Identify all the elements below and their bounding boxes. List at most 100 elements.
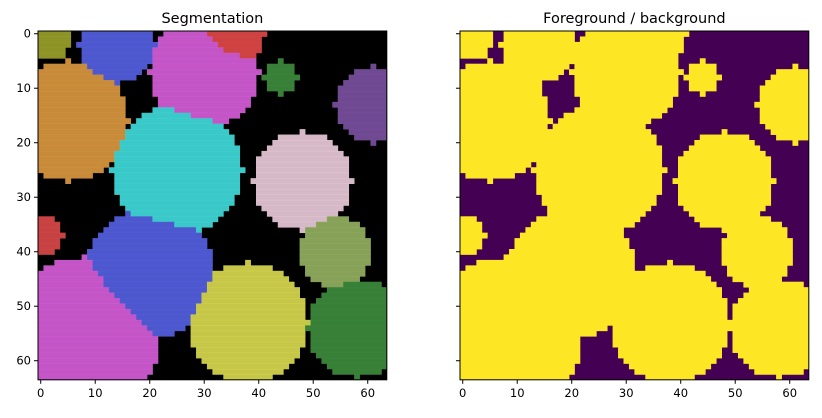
segment-cell bbox=[337, 112, 388, 119]
foreground-cell bbox=[694, 140, 755, 146]
segment-cell bbox=[201, 292, 300, 299]
foreground-cell bbox=[612, 341, 728, 348]
foreground-cell bbox=[514, 243, 630, 250]
foreground-cell bbox=[688, 210, 761, 217]
segment-cell bbox=[305, 325, 388, 332]
foreground-cell bbox=[460, 96, 548, 103]
segment-cell bbox=[310, 308, 388, 315]
segment-cell bbox=[141, 112, 191, 119]
foreground-cell bbox=[574, 63, 679, 70]
foreground-cell bbox=[645, 265, 695, 272]
foreground-cell bbox=[759, 112, 810, 119]
segment-cell bbox=[125, 129, 230, 135]
segment-cell bbox=[125, 303, 197, 310]
segment-cell bbox=[38, 308, 132, 315]
x-tick-label: 20 bbox=[564, 386, 579, 400]
segment-cell bbox=[114, 178, 241, 184]
segment-cell bbox=[217, 41, 262, 48]
foreground-cell bbox=[563, 112, 613, 119]
foreground-cell bbox=[759, 118, 810, 125]
segment-cell bbox=[206, 363, 290, 370]
foreground-cell bbox=[525, 227, 619, 234]
foreground-cell bbox=[536, 150, 663, 157]
foreground-cell bbox=[618, 303, 728, 310]
segment-cell bbox=[38, 227, 61, 234]
foreground-cell bbox=[579, 41, 641, 48]
segment-cell bbox=[310, 347, 388, 353]
segment-cell bbox=[38, 167, 104, 174]
foreground-cell bbox=[514, 265, 635, 272]
foreground-cell bbox=[721, 238, 793, 244]
foreground-cell bbox=[460, 134, 548, 141]
segment-cell bbox=[277, 134, 328, 141]
foreground-cell bbox=[732, 341, 810, 348]
foreground-cell bbox=[748, 216, 772, 223]
foreground-cell bbox=[776, 134, 810, 141]
segment-cell bbox=[310, 330, 388, 337]
segment-cell bbox=[108, 287, 208, 293]
foreground-cell bbox=[503, 52, 575, 59]
segment-cell bbox=[38, 243, 61, 250]
foreground-cell bbox=[612, 319, 733, 326]
foreground-cell bbox=[623, 292, 722, 299]
foreground-cell bbox=[721, 254, 793, 261]
segment-cell bbox=[321, 292, 388, 299]
x-tick-label: 30 bbox=[619, 386, 634, 400]
segment-cell bbox=[38, 330, 153, 337]
foreground-cell bbox=[678, 199, 772, 206]
foreground-cell bbox=[547, 205, 652, 212]
foreground-cell bbox=[460, 281, 526, 288]
foreground-cell bbox=[732, 308, 810, 315]
foreground-cell bbox=[574, 107, 597, 114]
foreground-cell bbox=[460, 167, 526, 174]
foreground-cell bbox=[514, 69, 564, 75]
segment-cell bbox=[261, 150, 344, 157]
segment-cell bbox=[299, 259, 371, 266]
segment-cell bbox=[299, 238, 371, 244]
segment-cell bbox=[337, 118, 388, 125]
foreground-cell bbox=[541, 145, 663, 152]
segment-cell bbox=[245, 259, 251, 266]
segment-cell bbox=[310, 336, 388, 343]
foreground-cell bbox=[525, 281, 630, 288]
foreground-background-x-ticks: 0 10 20 30 40 50 60 bbox=[459, 379, 797, 400]
foreground-cell bbox=[678, 156, 772, 163]
segment-cell bbox=[81, 58, 153, 65]
foreground-cell bbox=[792, 63, 799, 70]
foreground-cell bbox=[574, 47, 646, 54]
foreground-cell bbox=[634, 36, 684, 43]
segment-cell bbox=[256, 183, 350, 190]
segment-cell bbox=[38, 336, 159, 343]
foreground-background-panel: Foreground / background 0 10 20 30 40 50 60 bbox=[456, 11, 810, 400]
foreground-cell bbox=[678, 167, 772, 174]
foreground-cell bbox=[460, 31, 494, 37]
segment-cell bbox=[76, 41, 159, 48]
segment-cell bbox=[141, 319, 191, 326]
foreground-cell bbox=[765, 281, 804, 288]
foreground-cell bbox=[628, 287, 722, 293]
segment-cell bbox=[152, 85, 257, 92]
foreground-cell bbox=[460, 341, 581, 348]
y-tick-label: 50 bbox=[16, 299, 31, 313]
segment-cell bbox=[332, 368, 382, 375]
segment-cell bbox=[97, 232, 202, 239]
foreground-cell bbox=[460, 47, 488, 54]
foreground-cell bbox=[460, 112, 548, 119]
segment-cell bbox=[272, 140, 333, 146]
foreground-cell bbox=[460, 303, 548, 310]
segment-cell bbox=[114, 189, 241, 195]
segment-cell bbox=[201, 358, 295, 364]
foreground-cell bbox=[460, 314, 559, 321]
segment-cell bbox=[256, 199, 350, 206]
segment-cell bbox=[87, 254, 213, 261]
foreground-cell bbox=[498, 41, 581, 48]
segment-cell bbox=[354, 374, 360, 381]
foreground-cell bbox=[699, 58, 706, 65]
foreground-cell bbox=[628, 363, 712, 370]
segment-cell bbox=[299, 129, 306, 135]
foreground-cell bbox=[737, 352, 810, 359]
segment-cell bbox=[119, 199, 235, 206]
segment-cell bbox=[212, 276, 290, 283]
x-tick-label: 50 bbox=[306, 386, 321, 400]
y-tick-label: 20 bbox=[16, 136, 31, 150]
